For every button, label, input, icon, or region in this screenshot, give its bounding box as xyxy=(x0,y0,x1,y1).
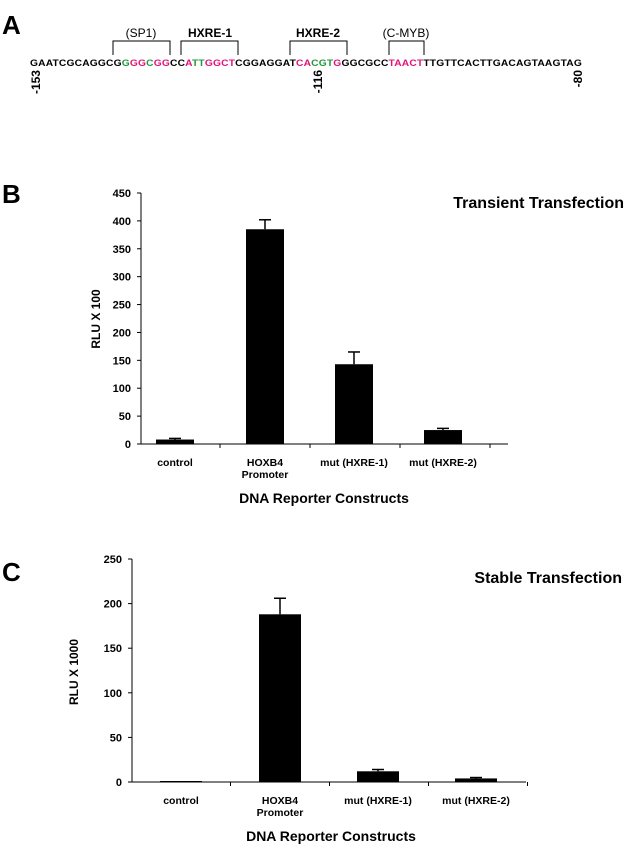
y-tick-label: 50 xyxy=(110,732,122,744)
y-tick-label: 250 xyxy=(113,300,131,312)
x-category-label: mut (HXRE-2) xyxy=(442,795,510,807)
x-axis-label: DNA Reporter Constructs xyxy=(239,490,409,506)
y-tick-label: 300 xyxy=(113,272,131,284)
site-bracket-hxre-1: HXRE-1 xyxy=(180,26,239,55)
site-label-sp1: (SP1) xyxy=(126,26,157,40)
y-tick-label: 200 xyxy=(104,599,122,611)
position-label-153: -153 xyxy=(29,70,43,94)
bar xyxy=(335,364,373,444)
x-category-label: mut (HXRE-1) xyxy=(320,457,388,469)
bar xyxy=(259,614,301,782)
sequence-segment: GAATCGCAGGCG xyxy=(30,58,122,69)
sequence-segment: G xyxy=(333,58,341,69)
y-axis-label: RLU X 1000 xyxy=(67,639,81,705)
position-label-80: -80 xyxy=(571,70,585,88)
sequence-segment: GGCT xyxy=(205,58,235,69)
y-tick-label: 200 xyxy=(113,327,131,339)
y-ticks: 0 50 100 150 200 250 300 350 400 450 xyxy=(113,188,141,451)
chart-title: Transient Transfection xyxy=(453,195,624,212)
panel-c-chart: C Stable Transfection RLU X 1000 DNA Rep… xyxy=(2,554,622,844)
bar xyxy=(455,778,497,782)
chart-title: Stable Transfection xyxy=(474,570,622,587)
position-label-116: -116 xyxy=(311,70,325,94)
y-tick-label: 100 xyxy=(113,383,131,395)
site-label-hxre-1: HXRE-1 xyxy=(188,26,232,40)
sequence-segment: CC xyxy=(170,58,185,69)
axes xyxy=(140,193,508,448)
sequence-segment: G xyxy=(122,58,130,69)
sequence-segment: GG xyxy=(154,58,170,69)
panel-a-sequence-map: A GAATCGCAGGCG GGGCGGCCATTGGCT CGGAGGAT CAC… xyxy=(2,10,585,94)
y-tick-label: 50 xyxy=(119,411,131,423)
sequence-segment: GGCGCC xyxy=(341,58,388,69)
sequence-segment: CA xyxy=(296,58,311,69)
x-categories: control HOXB4 Promoter mut (HXRE-1) mut (HXR… xyxy=(157,457,477,481)
y-tick-label: 400 xyxy=(113,216,131,228)
x-category-label: control xyxy=(163,795,199,807)
x-axis-label: DNA Reporter Constructs xyxy=(246,828,416,844)
y-tick-label: 250 xyxy=(104,554,122,566)
bars xyxy=(160,614,497,782)
error-bars xyxy=(169,219,449,440)
y-tick-label: 0 xyxy=(125,439,131,451)
sequence-segment: TAACT xyxy=(389,58,424,69)
bars xyxy=(156,229,462,444)
sequence-segment: CGT xyxy=(311,58,333,69)
y-tick-label: 150 xyxy=(113,355,131,367)
sequence-segment: GG xyxy=(130,58,146,69)
site-label-hxre-2: HXRE-2 xyxy=(296,26,340,40)
x-category-label: mut (HXRE-2) xyxy=(409,457,477,469)
promoter-sequence: GAATCGCAGGCG GGGCGGCCATTGGCT CGGAGGAT CACGT… xyxy=(30,58,582,69)
bar xyxy=(160,781,202,782)
panel-b-chart: B Transient Transfection RLU X 100 DNA R… xyxy=(2,179,624,506)
site-bracket-sp1: (SP1) xyxy=(112,26,171,55)
site-bracket-c-myb: (C-MYB) xyxy=(383,26,430,55)
bar xyxy=(357,771,399,782)
axes xyxy=(131,559,528,786)
y-axis-label: RLU X 100 xyxy=(89,289,103,349)
x-categories: control HOXB4 Promoter mut (HXRE-1) mut (HXR… xyxy=(163,795,510,819)
sequence-segment: A xyxy=(185,58,192,69)
y-tick-label: 0 xyxy=(116,777,122,789)
bar xyxy=(424,430,462,444)
x-category-label: mut (HXRE-1) xyxy=(344,795,412,807)
sequence-segment: TTGTTCACTTGACAGTAAGTAG xyxy=(423,58,582,69)
panel-c-letter: C xyxy=(2,557,21,587)
y-tick-label: 350 xyxy=(113,244,131,256)
y-tick-label: 100 xyxy=(104,688,122,700)
error-bars xyxy=(274,597,482,779)
site-bracket-hxre-2: HXRE-2 xyxy=(289,26,348,55)
y-ticks: 0 50 100 150 200 250 xyxy=(104,554,132,789)
bar xyxy=(246,229,284,444)
sequence-segment: CGGAGGAT xyxy=(235,58,296,69)
sequence-segment: TT xyxy=(192,58,205,69)
bar xyxy=(156,439,194,444)
x-category-label: HOXB4 Promoter xyxy=(257,795,304,819)
panel-b-letter: B xyxy=(2,179,21,209)
y-tick-label: 450 xyxy=(113,188,131,200)
sequence-segment: C xyxy=(146,58,154,69)
x-category-label: HOXB4 Promoter xyxy=(242,457,289,481)
y-tick-label: 150 xyxy=(104,643,122,655)
x-category-label: control xyxy=(157,457,193,469)
panel-a-letter: A xyxy=(2,10,21,40)
site-label-c-myb: (C-MYB) xyxy=(383,26,430,40)
